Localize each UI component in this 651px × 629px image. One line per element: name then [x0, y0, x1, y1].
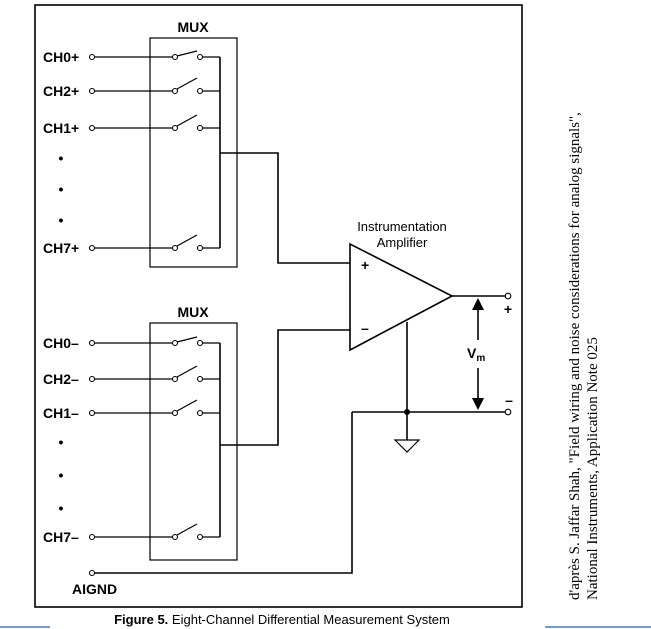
- output-plus-terminal: [504, 292, 512, 300]
- svg-text:CH1+: CH1+: [43, 120, 79, 136]
- ellipsis-dot: •: [59, 500, 64, 516]
- svg-text:CH2–: CH2–: [43, 371, 79, 387]
- channel-ch2-plus: CH2+: [43, 77, 220, 99]
- ellipsis-dot: •: [59, 150, 64, 166]
- output-minus-label: –: [505, 392, 513, 408]
- channel-ch7-plus: CH7+: [43, 234, 220, 256]
- instrumentation-amplifier: [349, 242, 454, 352]
- amplifier-title-line2: Amplifier: [377, 235, 428, 250]
- figure-caption: Figure 5. Eight-Channel Differential Mea…: [114, 612, 450, 627]
- aignd-wire: [95, 412, 353, 574]
- ellipsis-dot: •: [59, 181, 64, 197]
- mux-bottom-label: MUX: [177, 304, 209, 320]
- svg-text:CH1–: CH1–: [43, 405, 79, 421]
- svg-text:CH0+: CH0+: [43, 49, 79, 65]
- vm-label: Vm: [467, 345, 485, 364]
- amplifier-title-line1: Instrumentation: [357, 219, 447, 234]
- figure-frame: [34, 4, 523, 608]
- channel-ch0-plus: CH0+: [43, 49, 220, 65]
- channel-ch7-minus: CH7–: [43, 523, 220, 545]
- channel-ch1-minus: CH1–: [43, 399, 220, 421]
- aignd-terminal: [88, 569, 96, 577]
- wire-to-amp-minus: [220, 329, 350, 446]
- channel-ch2-minus: CH2–: [43, 365, 220, 387]
- ground-icon: [393, 439, 421, 453]
- vm-arrow: [472, 298, 484, 410]
- svg-text:CH7+: CH7+: [43, 240, 79, 256]
- amp-plus-sign: +: [361, 257, 369, 273]
- svg-text:CH2+: CH2+: [43, 83, 79, 99]
- aignd-label: AIGND: [72, 581, 117, 597]
- source-citation-line1: d'après S. Jaffar Shah, "Field wiring an…: [567, 112, 583, 600]
- amp-minus-sign: –: [361, 320, 369, 336]
- output-minus-terminal: [504, 408, 512, 416]
- ellipsis-dot: •: [59, 212, 64, 228]
- svg-text:CH7–: CH7–: [43, 529, 79, 545]
- channel-ch1-plus: CH1+: [43, 114, 220, 136]
- svg-text:CH0–: CH0–: [43, 335, 79, 351]
- mux-bottom-box: [149, 322, 238, 561]
- wire-to-amp-plus: [220, 152, 350, 264]
- mux-top-label: MUX: [177, 19, 209, 35]
- output-plus-label: +: [504, 301, 512, 317]
- ellipsis-dot: •: [59, 467, 64, 483]
- source-citation-line2: National Instruments, Application Note 0…: [585, 337, 601, 600]
- channel-ch0-minus: CH0–: [43, 335, 220, 351]
- ellipsis-dot: •: [59, 434, 64, 450]
